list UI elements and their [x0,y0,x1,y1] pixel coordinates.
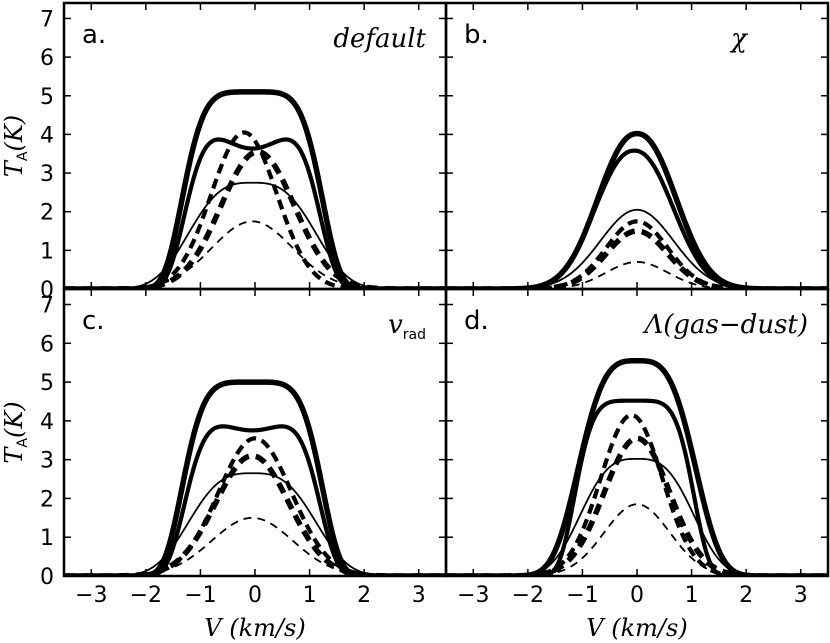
panel-letter: c. [82,306,105,336]
series-line-5-dashed-medium [446,412,828,576]
x-axis-label: V (km/s) [204,614,305,642]
x-tick-label: 2 [739,583,753,608]
axis-labels-group: V (km/s) V (km/s) TA(K) TA(K) [0,115,688,642]
y-tick-label: 5 [40,371,54,396]
y-tick-label: 5 [40,85,54,110]
series-line-5-dashed-medium [64,436,446,576]
x-tick-label: −1 [184,583,216,608]
x-tick-label: −2 [130,583,162,608]
y-tick-label: 6 [40,46,54,71]
y-tick-label: 2 [40,201,54,226]
y-axis-label: TA(K) [0,401,31,463]
series-line-1-solid-thick [64,379,446,576]
panel-letter: d. [464,306,489,336]
x-axis-label: V (km/s) [586,614,687,642]
panel-letter: a. [82,20,106,50]
y-tick-label: 4 [40,123,54,148]
series-group [446,130,828,289]
panel-tag: default [333,24,426,54]
panel-d: −3 −2 −1 0 1 2 3 d. Λ(gas−dust) [444,287,830,608]
y-tick-label: 1 [40,526,54,551]
x-tick-label: −2 [512,583,544,608]
y-tick-label: 0 [40,565,54,590]
series-line-1-solid-thick [64,89,446,289]
y-tick-label: 7 [40,7,54,32]
y-tick-label: 4 [40,410,54,435]
panel-a: 0 1 2 3 4 5 6 7 a. default [40,1,448,303]
series-line-3-solid-thin [446,457,828,576]
series-line-3-solid-thin [64,472,446,576]
series-line-3-solid-thin [64,181,446,289]
series-line-5-dashed-medium [64,130,446,289]
series-line-6-dashed-thin [64,516,446,576]
y-axis-label: TA(K) [0,115,31,177]
y-tick-label: 3 [40,449,54,474]
series-line-5-dashed-medium [446,219,828,289]
series-group [64,89,446,289]
y-tick-label: 3 [40,162,54,187]
x-tick-label: −1 [566,583,598,608]
x-tick-label: 0 [248,583,262,608]
y-tick-label: 2 [40,487,54,512]
series-line-4-dashed-thick [64,149,446,289]
panel-letter: b. [464,20,489,50]
panel-tag-subscript: rad [403,327,426,343]
panels-group: 0 1 2 3 4 5 6 7 a. default b. χ −3 −2 −1 0 1 2 3 0 1 2 3 4 5 6 7 c.… [40,1,830,608]
y-tick-label: 0 [40,278,54,303]
series-group [446,358,828,576]
x-tick-label: −3 [457,583,489,608]
x-tick-label: 3 [794,583,808,608]
y-tick-label: 1 [40,239,54,264]
x-tick-label: 3 [412,583,426,608]
series-line-2-solid-medium [64,424,446,576]
panel-c: −3 −2 −1 0 1 2 3 0 1 2 3 4 5 6 7 c. vrad [40,287,448,608]
x-tick-label: 1 [685,583,699,608]
y-tick-label: 7 [40,294,54,319]
series-line-2-solid-medium [446,398,828,576]
series-line-1-solid-thick [446,358,828,576]
panel-tag: χ [729,24,749,54]
panel-b: b. χ [444,1,830,291]
series-line-4-dashed-thick [446,228,828,289]
series-line-6-dashed-thin [446,503,828,576]
series-group [64,379,446,576]
x-tick-label: 0 [630,583,644,608]
series-line-6-dashed-thin [64,220,446,289]
x-tick-label: 2 [357,583,371,608]
panel-tag: vrad [388,310,426,343]
y-tick-label: 6 [40,332,54,357]
x-tick-label: −3 [75,583,107,608]
panel-frame [444,1,830,291]
series-line-1-solid-thick [446,130,828,289]
series-line-2-solid-medium [64,137,446,289]
x-tick-label: 1 [303,583,317,608]
panel-tag: Λ(gas−dust) [642,310,808,340]
